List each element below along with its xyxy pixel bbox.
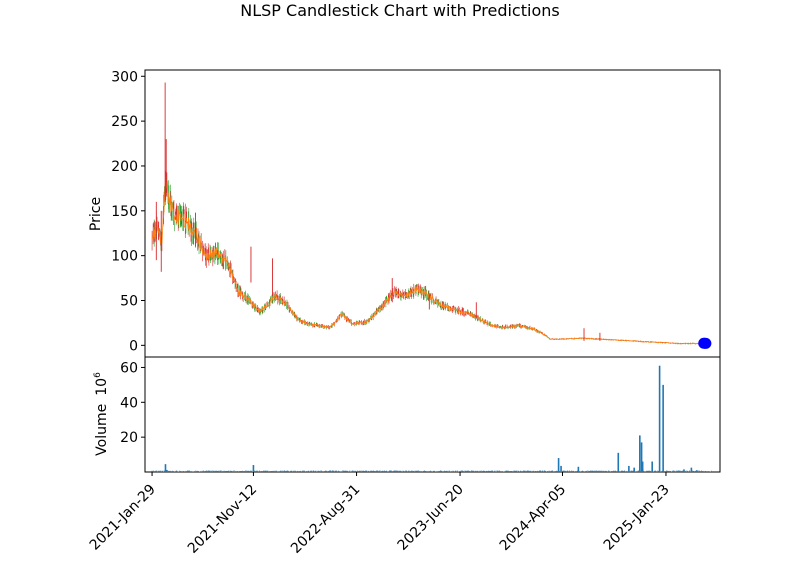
- x-tick-label: 2025-Jan-23: [601, 482, 673, 554]
- price-y-tick-label: 100: [111, 249, 138, 265]
- volume-bar: [164, 464, 167, 472]
- volume-bar: [641, 461, 644, 472]
- volume-bar: [151, 470, 153, 472]
- volume-marks: [151, 365, 712, 472]
- close-price-line: [151, 174, 712, 345]
- volume-y-tick-label: 60: [120, 360, 138, 376]
- prediction-point: [700, 337, 712, 349]
- volume-bar: [690, 467, 693, 472]
- volume-bar: [557, 458, 560, 472]
- volume-y-label: Volume 106: [93, 372, 110, 456]
- volume-bar: [640, 442, 643, 472]
- price-y-tick-label: 250: [111, 114, 138, 130]
- volume-y-tick-label: 40: [120, 395, 138, 411]
- price-panel: Price 0 50 100 150 200 250 300: [88, 69, 721, 358]
- price-y-ticks: 0 50 100 150 200 250 300: [111, 69, 145, 354]
- x-ticks: 2021-Jan-29 2021-Nov-12 2022-Aug-31 2023-Ju…: [87, 472, 673, 557]
- price-y-tick-label: 200: [111, 159, 138, 175]
- volume-bar: [633, 467, 635, 472]
- chart-title: NLSP Candlestick Chart with Predictions: [240, 1, 559, 20]
- volume-bar: [539, 470, 541, 472]
- price-y-tick-label: 0: [129, 338, 138, 354]
- volume-bar: [628, 465, 630, 472]
- price-y-tick-label: 300: [111, 69, 138, 85]
- x-tick-label: 2021-Jan-29: [87, 482, 159, 554]
- volume-y-label-base: 10: [94, 378, 110, 396]
- volume-bar: [662, 384, 664, 472]
- volume-bar: [639, 435, 641, 472]
- price-y-label: Price: [88, 197, 104, 231]
- volume-y-ticks: 20 40 60: [120, 360, 145, 446]
- volume-bar: [577, 466, 580, 472]
- volume-bar: [695, 470, 698, 472]
- x-tick-label: 2021-Nov-12: [185, 482, 260, 557]
- price-y-tick-label: 150: [111, 204, 138, 220]
- volume-panel: Volume 106 20 40 60: [93, 356, 721, 473]
- x-tick-label: 2022-Aug-31: [288, 482, 363, 557]
- volume-bar: [651, 461, 653, 472]
- volume-plot-frame: [144, 356, 721, 473]
- x-tick-label: 2023-Jun-20: [395, 482, 467, 554]
- price-plot-frame: [144, 69, 721, 358]
- volume-y-label-exp: 6: [93, 372, 103, 378]
- x-tick-label: 2024-Apr-05: [497, 482, 570, 555]
- price-marks: [151, 82, 712, 349]
- volume-bar: [658, 365, 661, 472]
- volume-bar: [252, 465, 255, 472]
- price-y-tick-label: 50: [120, 293, 138, 309]
- volume-bar: [560, 465, 562, 472]
- volume-y-label-main: Volume: [94, 404, 110, 456]
- volume-y-tick-label: 20: [120, 430, 138, 446]
- volume-bar: [617, 452, 620, 472]
- volume-bar: [683, 469, 685, 472]
- volume-bar: [166, 469, 168, 472]
